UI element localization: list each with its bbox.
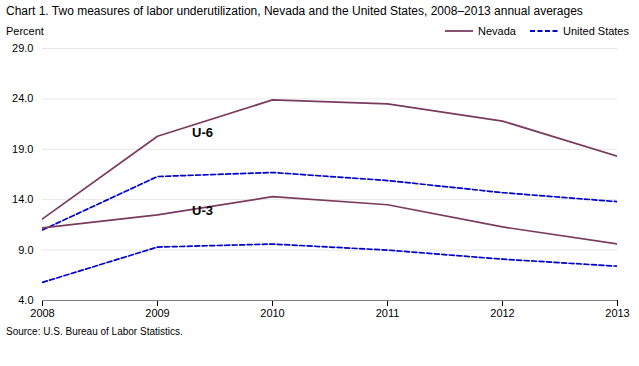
html-text:Source: U.S. Bureau of Labor S: Source: U.S. Bureau of Labor Statistics. <box>6 326 183 337</box>
svg-text:2013: 2013 <box>605 307 629 319</box>
svg-text:29.0: 29.0 <box>12 42 33 54</box>
svg-text:2008: 2008 <box>30 307 54 319</box>
html-text:Chart 1. Two measures of labor: Chart 1. Two measures of labor underutil… <box>6 4 583 18</box>
svg-text:2010: 2010 <box>260 307 284 319</box>
svg-text:24.0: 24.0 <box>12 92 33 104</box>
svg-text:9.0: 9.0 <box>18 244 33 256</box>
svg-text:U-3: U-3 <box>192 203 213 218</box>
svg-text:2011: 2011 <box>376 307 400 319</box>
svg-text:2012: 2012 <box>490 307 514 319</box>
svg-text:4.0: 4.0 <box>18 294 33 306</box>
svg-text:U-6: U-6 <box>192 125 213 140</box>
html-text:United States: United States <box>563 25 629 37</box>
svg-text:14.0: 14.0 <box>12 193 33 205</box>
svg-text:2009: 2009 <box>145 307 169 319</box>
html-text:Nevada: Nevada <box>478 25 516 37</box>
svg-text:19.0: 19.0 <box>12 143 33 155</box>
html-text:Percent: Percent <box>6 25 44 37</box>
